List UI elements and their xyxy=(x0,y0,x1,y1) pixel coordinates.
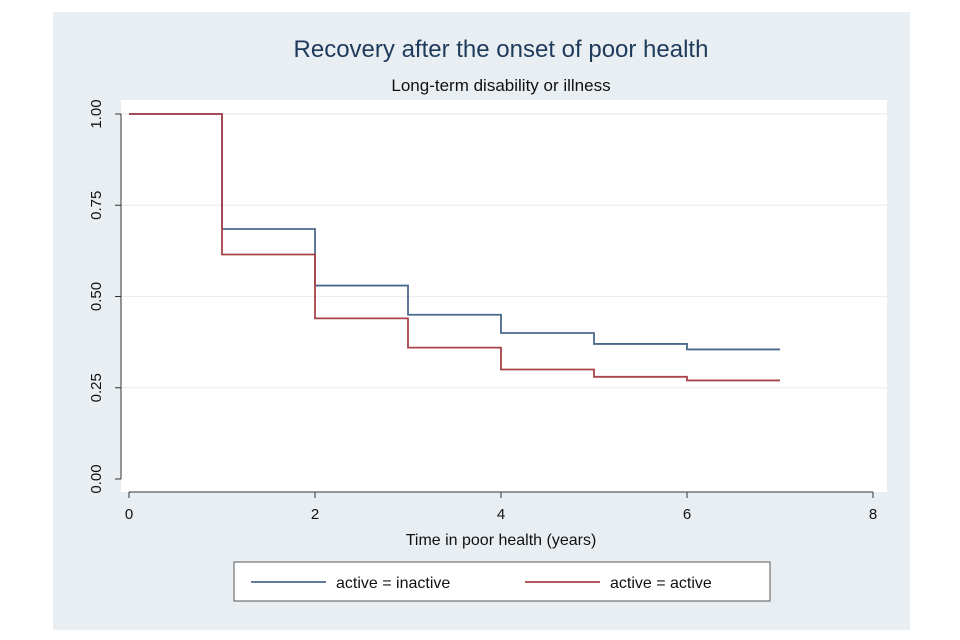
x-tick-label-0: 0 xyxy=(125,506,133,523)
chart-svg: Recovery after the onset of poor health … xyxy=(88,36,887,602)
chart-title: Recovery after the onset of poor health xyxy=(294,36,709,63)
legend-entries: active = inactive active = active xyxy=(251,575,712,592)
series-line-1 xyxy=(129,113,780,382)
chart-subtitle: Long-term disability or illness xyxy=(391,76,610,95)
y-tick-label-4: 1.00 xyxy=(88,99,105,128)
x-axis-label: Time in poor health (years) xyxy=(406,532,597,549)
x-tick-label-4: 8 xyxy=(869,506,877,523)
series-lines xyxy=(129,113,780,382)
chart-figure: Recovery after the onset of poor health … xyxy=(53,12,910,630)
legend-label-1: active = active xyxy=(610,575,712,592)
x-tick-label-2: 4 xyxy=(497,506,505,523)
y-tick-label-0: 0.00 xyxy=(88,464,105,493)
axes: 0.00 0.25 0.50 0.75 1.00 0 2 4 6 8 xyxy=(88,99,877,523)
series-line-0 xyxy=(129,113,780,351)
x-tick-label-3: 6 xyxy=(683,506,691,523)
x-tick-label-1: 2 xyxy=(311,506,319,523)
gridlines xyxy=(121,113,887,389)
y-tick-label-1: 0.25 xyxy=(88,373,105,402)
y-tick-label-2: 0.50 xyxy=(88,282,105,311)
legend: active = inactive active = active xyxy=(233,561,771,602)
y-tick-label-3: 0.75 xyxy=(88,191,105,220)
legend-label-0: active = inactive xyxy=(336,575,450,592)
